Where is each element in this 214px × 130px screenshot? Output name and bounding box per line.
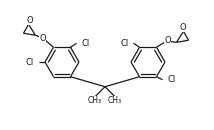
Text: O: O	[26, 16, 33, 25]
Text: CH₃: CH₃	[108, 96, 122, 105]
Text: Cl: Cl	[26, 57, 34, 67]
Text: O: O	[179, 23, 186, 32]
Text: Cl: Cl	[168, 75, 176, 84]
Text: O: O	[164, 36, 171, 45]
Text: Cl: Cl	[120, 39, 128, 48]
Text: O: O	[39, 34, 46, 43]
Text: Cl: Cl	[82, 39, 90, 48]
Text: CH₃: CH₃	[88, 96, 102, 105]
